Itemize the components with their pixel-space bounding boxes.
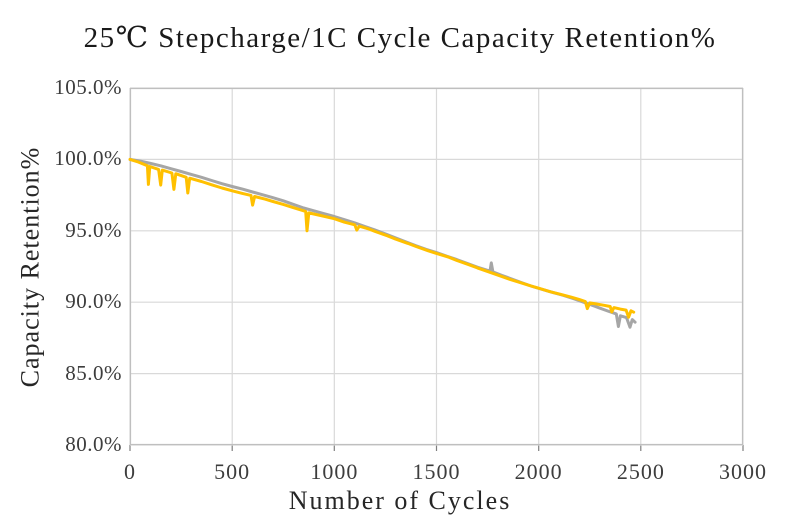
y-tick-label-85.0%: 85.0% [65,360,122,385]
x-tick-label-500: 500 [214,459,251,484]
y-axis-title: Capacity Retention% [15,146,45,387]
y-tick-label-105.0%: 105.0% [54,75,122,99]
x-axis-title: Number of Cycles [288,486,512,515]
x-tick-label-2500: 2500 [616,459,665,484]
x-tick-label-2000: 2000 [514,459,563,484]
x-tick-label-1500: 1500 [412,459,461,484]
series-yellow-cell [128,157,636,319]
y-tick-label-95.0%: 95.0% [65,217,122,242]
plot-area [128,87,744,451]
y-axis-title-wrap: Capacity Retention% [4,88,56,445]
x-tick-label-3000: 3000 [719,459,767,484]
y-tick-label-100.0%: 100.0% [54,146,122,171]
y-tick-label-90.0%: 90.0% [65,289,122,314]
y-tick-label-80.0%: 80.0% [65,432,122,456]
chart-title: 25℃ Stepcharge/1C Cycle Capacity Retenti… [83,22,717,54]
x-tick-label-0: 0 [124,459,136,484]
x-tick-label-1000: 1000 [310,459,359,484]
